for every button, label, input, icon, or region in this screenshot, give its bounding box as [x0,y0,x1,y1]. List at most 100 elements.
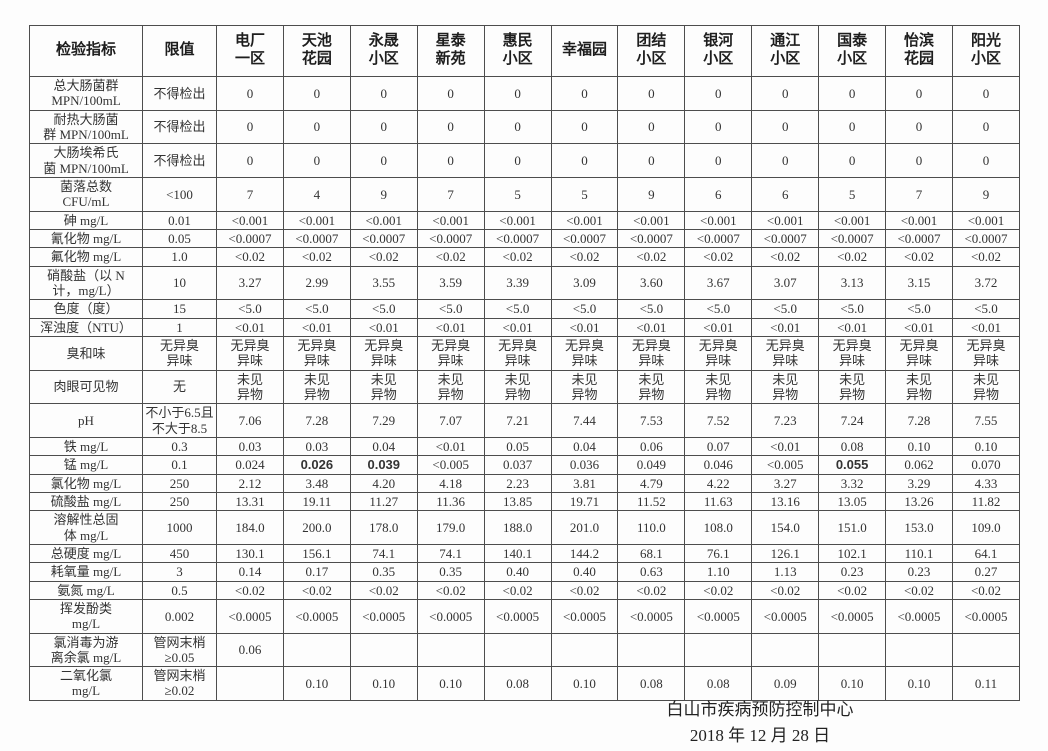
value-cell: 0.10 [885,666,953,701]
value-cell: 110.0 [617,510,686,545]
value-cell: 68.1 [617,543,686,564]
value-cell: 0.03 [216,436,284,457]
value-cell: 0.23 [885,562,953,582]
value-cell: 179.0 [416,510,485,545]
table-row: 二氧化氯 mg/L 管网末梢 ≥0.02 0.10 0.10 0.10 0.08 0.10 0… [29,666,1021,701]
value-cell: 7.53 [617,403,686,438]
value-cell: <0.01 [416,317,485,337]
row-label: 硝酸盐（以 N 计，mg/L） [29,265,143,301]
column-header-site: 银河 小区 [684,25,753,77]
value-cell: 无异臭 异味 [684,335,753,371]
table-row: 总大肠菌群 MPN/100mL 不得检出 0 0 0 0 0 0 0 0 0 0 0 0 [29,76,1021,111]
value-cell: 无异臭 异味 [951,335,1021,371]
value-cell: <0.001 [617,210,686,230]
value-cell: <0.0007 [617,228,686,249]
value-cell: 102.1 [818,543,887,564]
value-cell: <5.0 [216,299,284,319]
row-label: 硫酸盐 mg/L [29,491,143,512]
value-cell: <5.0 [282,299,351,319]
limit-cell: 0.1 [142,455,217,475]
row-label: 色度（度） [29,299,143,319]
table-row: 耐热大肠菌 群 MPN/100mL 不得检出 0 0 0 0 0 0 0 0 0 0 0 0 [29,109,1021,145]
value-cell: 0 [751,76,820,111]
value-cell: 3.60 [617,265,686,301]
value-cell: 154.0 [751,510,820,545]
value-cell [751,632,820,668]
value-cell: 7.28 [282,403,351,438]
value-cell: <0.0007 [818,228,887,249]
value-cell: 7 [885,176,953,212]
value-cell: 0.10 [349,666,418,701]
row-label: 耐热大肠菌 群 MPN/100mL [29,109,143,145]
value-cell: 0 [818,76,887,111]
value-cell: 151.0 [818,510,887,545]
value-cell: 19.71 [550,491,619,512]
value-cell: 2.12 [216,473,284,493]
value-cell: 0.14 [216,562,284,582]
limit-cell: 管网末梢 ≥0.05 [142,632,217,668]
row-label: 总大肠菌群 MPN/100mL [29,76,143,111]
value-cell: 0.08 [684,666,753,701]
value-cell: 3.81 [550,473,619,493]
value-cell: 4.79 [617,473,686,493]
value-cell: 3.55 [349,265,418,301]
row-label: 溶解性总固 体 mg/L [29,510,143,545]
row-label: 氯消毒为游 离余氯 mg/L [29,632,143,668]
value-cell: 5 [550,176,619,212]
value-cell [550,632,619,668]
column-header-site: 幸福园 [550,25,619,77]
value-cell: <5.0 [951,299,1021,319]
row-label: 二氧化氯 mg/L [29,666,143,701]
value-cell: 7.24 [818,403,887,438]
table-row: 臭和味 无异臭 异味 无异臭 异味 无异臭 异味 无异臭 异味 无异臭 异味 无异臭 异味无… [29,335,1021,371]
value-cell: 0.037 [483,455,552,475]
row-label: pH [29,403,143,438]
value-cell: 无异臭 异味 [550,335,619,371]
column-header-site: 星泰 新苑 [416,25,485,77]
water-quality-table: 检验指标 限值 电厂 一区 天池 花园 永晟 小区 星泰 新苑 惠民 小区 幸福园 团结 小… [29,25,1021,701]
limit-cell: 不得检出 [142,143,217,178]
value-cell [617,632,686,668]
table-row: 铁 mg/L 0.3 0.03 0.03 0.04 <0.01 0.05 0.04 0.06 0.… [29,436,1021,457]
value-cell: <0.0007 [550,228,619,249]
value-cell: 3.39 [483,265,552,301]
value-cell: <0.0007 [282,228,351,249]
value-cell: 0.08 [617,666,686,701]
value-cell: <0.02 [885,247,953,267]
value-cell: 7 [216,176,284,212]
value-cell: 未见 异物 [684,369,753,405]
value-cell: 13.05 [818,491,887,512]
value-cell: 无异臭 异味 [818,335,887,371]
limit-cell: 0.05 [142,228,217,249]
value-cell: 0 [550,76,619,111]
value-cell: <5.0 [818,299,887,319]
value-cell: 5 [818,176,887,212]
value-cell: <5.0 [617,299,686,319]
value-cell: 0.062 [885,455,953,475]
value-cell: 0.10 [282,666,351,701]
value-cell: 201.0 [550,510,619,545]
value-cell: <0.01 [349,317,418,337]
value-cell: <0.001 [282,210,351,230]
limit-cell: 不得检出 [142,76,217,111]
table-row: pH 不小于6.5且 不大于8.5 7.06 7.28 7.29 7.07 7.21 7.44… [29,403,1021,438]
value-cell: 未见 异物 [216,369,284,405]
value-cell: 0 [349,109,418,145]
value-cell: <0.001 [216,210,284,230]
value-cell: 0 [416,109,485,145]
value-cell: 0.23 [818,562,887,582]
column-header-site: 国泰 小区 [818,25,887,77]
row-label: 砷 mg/L [29,210,143,230]
value-cell: 0 [617,143,686,178]
table-row: 肉眼可见物无未见 异物 未见 异物 未见 异物 未见 异物 未见 异物 未见 异物 未见 异… [29,369,1021,405]
row-label: 挥发酚类 mg/L [29,598,143,634]
value-cell: 0.036 [550,455,619,475]
value-cell: <0.01 [885,317,953,337]
value-cell: 3.72 [951,265,1021,301]
value-cell: 7.21 [483,403,552,438]
value-cell: <0.02 [751,580,820,600]
value-cell: <0.001 [684,210,753,230]
value-cell: <0.0007 [349,228,418,249]
value-cell: <0.0007 [216,228,284,249]
value-cell: <0.0005 [550,598,619,634]
